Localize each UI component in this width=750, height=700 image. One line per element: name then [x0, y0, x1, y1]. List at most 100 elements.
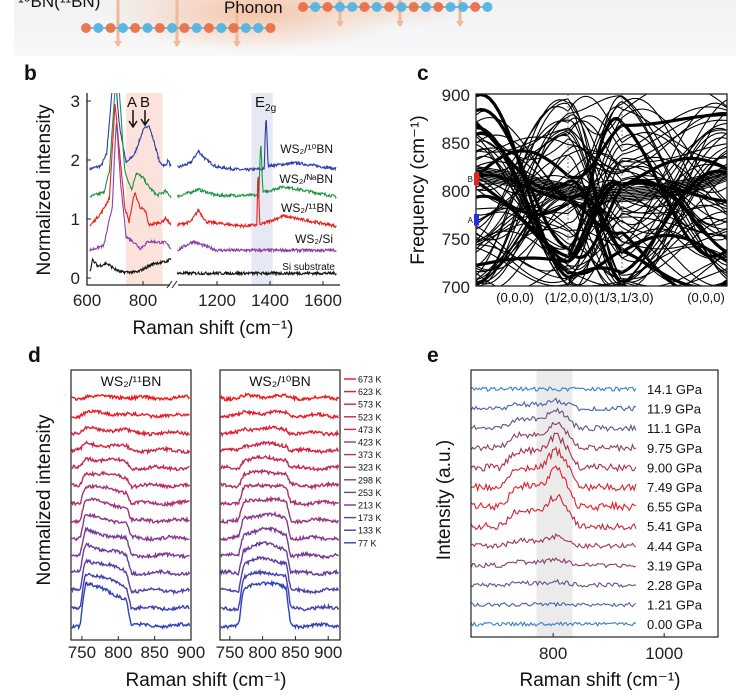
- x-tick-label: 850: [281, 643, 309, 662]
- ticks-d: 750 800 850 900 750 800 850 900: [68, 636, 342, 662]
- temperature-line-0-0: [71, 393, 191, 402]
- x-tick-label: (1/2,0,0): [545, 290, 593, 305]
- pressure-label: 9.00 GPa: [647, 460, 703, 475]
- atom: [81, 23, 91, 33]
- y-tick-label: 750: [442, 230, 470, 249]
- x-tick-label: (0,0,0): [687, 290, 725, 305]
- mode-marker-label: B: [468, 175, 473, 184]
- temperature-line-1-11: [220, 555, 340, 595]
- phonon-band: [476, 95, 727, 241]
- legend-label: 423 K: [358, 438, 382, 448]
- shaded-region-e: [536, 370, 573, 637]
- phonon-band: [476, 173, 727, 197]
- phonon-band: [476, 166, 727, 189]
- x-tick-label: 600: [73, 291, 101, 310]
- series-label: Si substrate: [282, 262, 335, 273]
- x-axis-label-d: Raman shift (cm⁻¹): [126, 670, 287, 691]
- temperature-line-0-5: [71, 470, 191, 490]
- pressure-line-3: [470, 421, 637, 453]
- pressure-label: 9.75 GPa: [647, 441, 703, 456]
- axis-break-gap: [170, 280, 178, 288]
- legend-label: 673 K: [358, 375, 382, 385]
- y-axis-label-b: Normalized intensity: [34, 104, 55, 276]
- phonon-band: [476, 134, 727, 277]
- atom: [93, 23, 104, 33]
- panel-label-e: e: [427, 344, 439, 367]
- pressure-label: 6.55 GPa: [647, 500, 703, 515]
- phonon-band: [476, 117, 727, 230]
- x-tick-label: 800: [129, 291, 157, 310]
- arrow-head-icon: [114, 41, 122, 47]
- temperature-line-0-10: [71, 542, 191, 577]
- x-axis-label-b: Raman shift (cm⁻¹): [133, 318, 294, 339]
- panel-e: e 14.1 GPa 11.9 GPa 11.1 GPa 9.75 GPa 9.00 G…: [427, 344, 719, 691]
- pressure-line-5: [470, 446, 637, 493]
- mode-marker-A: [474, 214, 479, 226]
- pressure-line-7: [470, 493, 637, 531]
- atom: [310, 2, 321, 12]
- phonon-band: [476, 108, 727, 207]
- atom: [334, 2, 345, 12]
- atom: [154, 23, 165, 33]
- temperature-line-0-4: [71, 456, 190, 473]
- panel-d: d WS₂/¹¹BN WS₂/¹⁰BN 750 800 850 900 750 800 85…: [28, 344, 382, 691]
- mode-marker-B: [474, 172, 479, 186]
- phonon-band: [476, 178, 727, 201]
- legend-label: 373 K: [358, 450, 382, 460]
- phonon-band: [476, 170, 727, 194]
- phonon-band: [476, 179, 727, 203]
- temperature-line-0-13: [71, 581, 191, 631]
- annotation-b: B: [140, 94, 150, 111]
- atom: [359, 2, 370, 12]
- phonon-band: [476, 148, 727, 286]
- y-axis-label-e: Intensity (a.u.): [434, 440, 455, 560]
- atom: [445, 2, 456, 12]
- series-label: WS₂/¹¹BN: [281, 201, 333, 215]
- ticks-b: 600 800 1200 1400 1600 0 1 2 3: [71, 92, 342, 310]
- temperature-line-0-11: [71, 558, 191, 596]
- temperature-line-1-12: [220, 568, 340, 613]
- x-tick-label: 800: [104, 643, 132, 662]
- temperature-line-1-2: [220, 424, 340, 438]
- x-axis-label-e: Raman shift (cm⁻¹): [520, 670, 681, 691]
- series-line-3: [89, 122, 172, 252]
- x-tick-label: 750: [68, 643, 96, 662]
- atom: [240, 23, 251, 33]
- pressure-line-1: [470, 397, 637, 412]
- subplot-title-10bn: WS₂/¹⁰BN: [249, 373, 311, 389]
- legend-temperatures: 673 K 623 K 573 K 523 K 473 K 423 K 373 K 323 K…: [344, 375, 382, 548]
- temperature-line-1-10: [220, 540, 339, 577]
- phonon-band: [476, 189, 727, 285]
- arrow-head-icon: [173, 41, 181, 47]
- temperature-line-0-7: [71, 496, 190, 525]
- atom: [142, 23, 153, 33]
- legend-label: 133 K: [358, 526, 382, 536]
- legend-label: 523 K: [358, 412, 382, 422]
- temperature-line-1-8: [220, 510, 340, 542]
- pressure-line-8: [470, 533, 637, 550]
- series-label: WS₂/ᴺᵃBN: [279, 172, 333, 186]
- temperature-line-0-2: [71, 425, 191, 438]
- temperature-line-1-7: [220, 495, 339, 525]
- temperature-line-1-0: [220, 392, 340, 403]
- axes-d-left: [70, 369, 192, 641]
- phonon-band: [476, 173, 727, 272]
- phonon-band: [476, 131, 727, 286]
- pressure-curves: 14.1 GPa 11.9 GPa 11.1 GPa 9.75 GPa 9.00 GPa…: [470, 382, 703, 632]
- panel-b: b 600 800 1200 1400 1600 0 1 2 3 A B E2g WS₂/¹⁰B…: [24, 62, 342, 339]
- atom: [347, 2, 358, 12]
- x-tick-label: 750: [216, 643, 244, 662]
- phonon-label: Phonon: [224, 0, 283, 17]
- pressure-line-9: [470, 557, 637, 569]
- x-tick-label: (1/3,1/3,0): [594, 290, 653, 305]
- annotation-e2g: E2g: [255, 94, 276, 114]
- atom: [130, 23, 141, 33]
- schematic-panel-a: ¹⁰BN(¹¹BN) Phonon: [14, 0, 736, 56]
- series-line-4: [89, 257, 172, 276]
- phonon-band: [476, 163, 727, 286]
- phonon-dispersion-bands: [476, 94, 727, 286]
- atom: [482, 2, 493, 12]
- temperature-line-0-6: [71, 483, 190, 508]
- legend-label: 623 K: [358, 387, 382, 397]
- legend-label: 323 K: [358, 463, 382, 473]
